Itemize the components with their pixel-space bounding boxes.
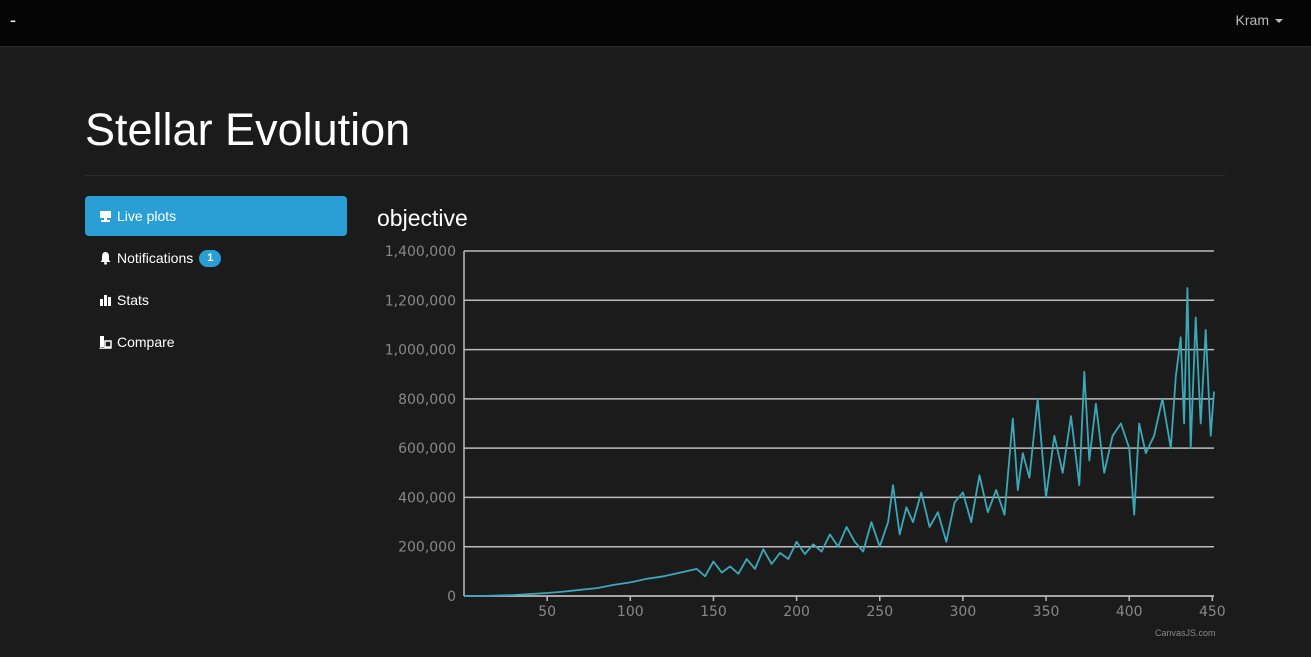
sidebar-nav: Live plots Notifications 1 Stats Compare — [85, 196, 347, 364]
y-tick-label: 600,000 — [398, 441, 456, 457]
x-tick-label: 150 — [700, 604, 727, 618]
x-tick-label: 50 — [538, 604, 556, 618]
objective-series-line — [464, 287, 1215, 597]
bar-chart-icon — [100, 295, 111, 306]
x-tick-label: 300 — [950, 604, 977, 618]
sidebar-item-label: Notifications — [117, 250, 194, 266]
x-tick-label: 250 — [866, 604, 893, 618]
sidebar-item-label: Live plots — [117, 208, 177, 224]
x-tick-label: 400 — [1116, 604, 1143, 618]
y-tick-label: 400,000 — [398, 490, 456, 506]
y-tick-label: 800,000 — [398, 392, 456, 408]
compare-icon — [99, 336, 112, 349]
monitor-icon — [100, 211, 111, 222]
page-title: Stellar Evolution — [85, 104, 411, 155]
sidebar-item-label: Compare — [117, 334, 175, 350]
y-tick-label: 1,400,000 — [385, 244, 456, 260]
x-tick-label: 450 — [1199, 604, 1226, 618]
sidebar-item-notifications[interactable]: Notifications 1 — [85, 238, 347, 278]
x-tick-label: 350 — [1033, 604, 1060, 618]
notification-count-badge: 1 — [199, 249, 222, 267]
bell-icon — [100, 252, 111, 265]
sidebar-item-stats[interactable]: Stats — [85, 280, 347, 320]
header-divider — [85, 175, 1225, 176]
y-tick-label: 0 — [447, 589, 456, 605]
navbar-brand[interactable]: - — [10, 10, 16, 30]
y-tick-label: 1,000,000 — [385, 343, 456, 359]
sidebar-item-label: Stats — [117, 292, 149, 308]
top-navbar: - Kram — [0, 0, 1311, 47]
objective-line-chart[interactable]: 0 200,000 400,000 600,000 800,000 1,000,000 1,… — [360, 238, 1230, 618]
sidebar-item-compare[interactable]: Compare — [85, 322, 347, 362]
user-menu-dropdown[interactable]: Kram — [1236, 12, 1283, 28]
chart-credit: CanvasJS.com — [1155, 628, 1216, 638]
y-tick-label: 1,200,000 — [385, 293, 456, 309]
x-tick-label: 100 — [617, 604, 644, 618]
user-name: Kram — [1235, 12, 1269, 28]
x-tick-label: 200 — [783, 604, 810, 618]
chart-title: objective — [377, 205, 468, 231]
sidebar-item-live-plots[interactable]: Live plots — [85, 196, 347, 236]
caret-down-icon — [1275, 19, 1283, 24]
y-tick-label: 200,000 — [398, 540, 456, 556]
